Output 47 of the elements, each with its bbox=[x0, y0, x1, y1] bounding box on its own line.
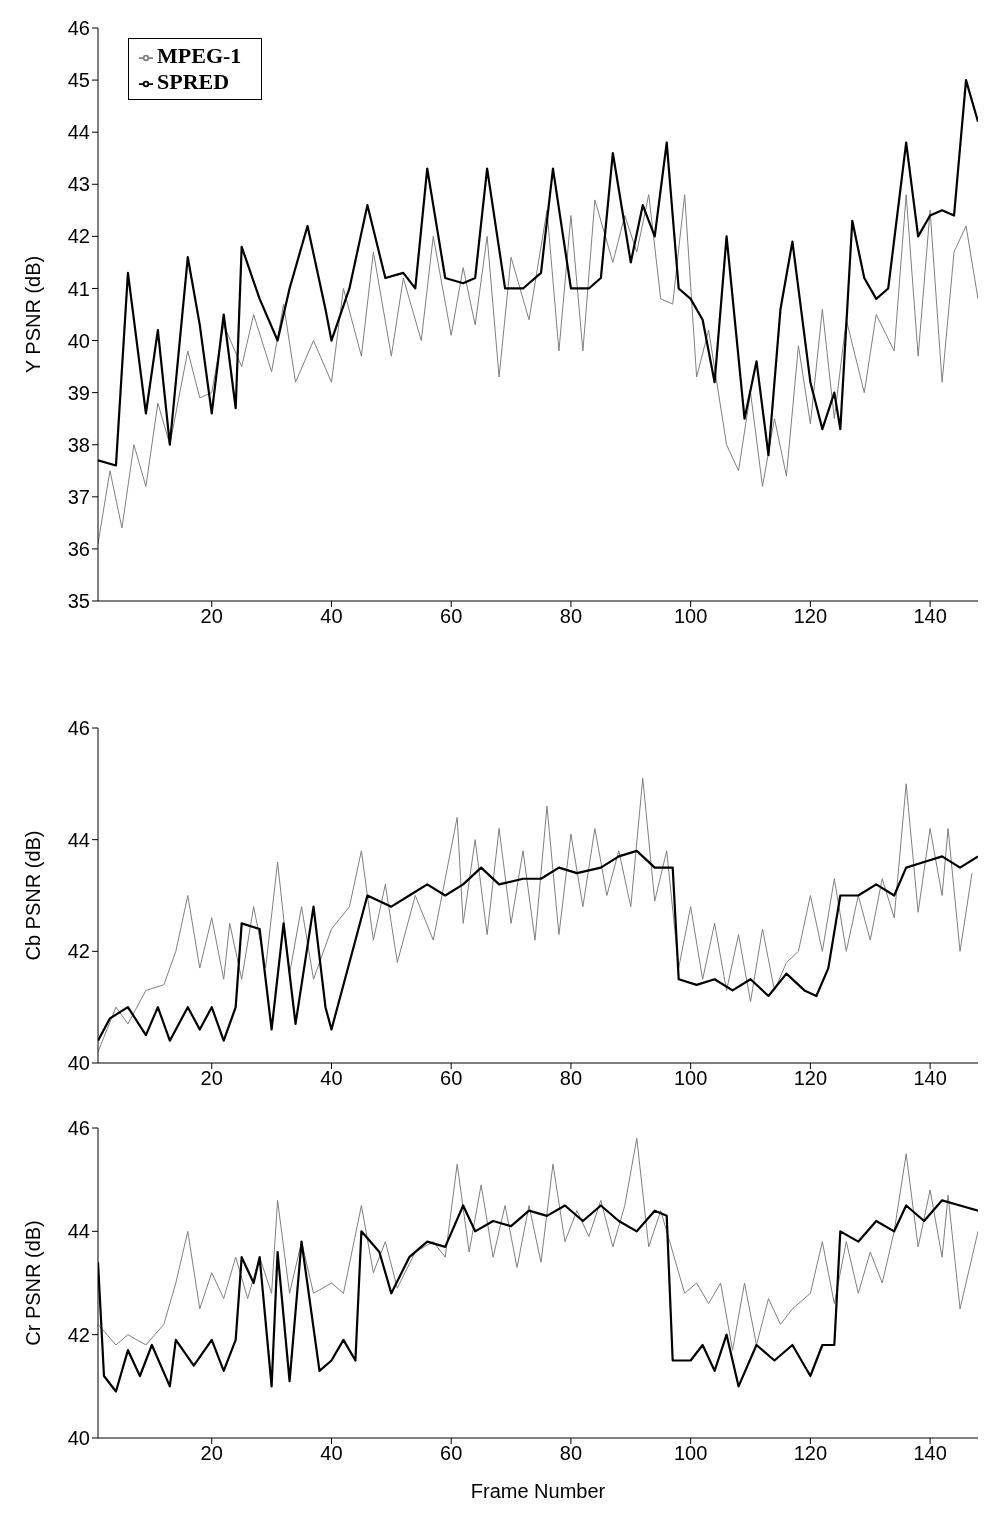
x-tick-label: 120 bbox=[793, 1067, 828, 1090]
x-tick-label: 40 bbox=[320, 1442, 343, 1465]
y-tick-label: 44 bbox=[67, 1220, 90, 1243]
y-tick-label: 40 bbox=[67, 1427, 90, 1450]
y-tick-label: 36 bbox=[67, 538, 90, 561]
x-tick-label: 40 bbox=[320, 1067, 343, 1090]
x-tick-label: 100 bbox=[673, 1442, 708, 1465]
y-tick-label: 42 bbox=[67, 225, 90, 248]
x-tick-label: 40 bbox=[320, 605, 343, 628]
x-tick-label: 80 bbox=[559, 1067, 583, 1090]
x-tick-label: 120 bbox=[793, 605, 828, 628]
x-tick-label: 60 bbox=[440, 605, 463, 628]
y-tick-label: 37 bbox=[67, 485, 90, 508]
legend-label: MPEG-1 bbox=[157, 43, 242, 68]
y-tick-label: 39 bbox=[67, 381, 90, 404]
y-tick-label: 42 bbox=[67, 1323, 90, 1346]
x-tick-label: 80 bbox=[559, 1442, 583, 1465]
x-tick-label: 20 bbox=[200, 1067, 223, 1090]
y-tick-label: 38 bbox=[67, 433, 90, 456]
y-tick-label: 46 bbox=[67, 717, 90, 740]
y-axis-title: Y PSNR (dB) bbox=[22, 255, 45, 374]
x-tick-label: 140 bbox=[913, 605, 947, 628]
y-axis-title: Cr PSNR (dB) bbox=[22, 1220, 45, 1346]
y-tick-label: 40 bbox=[67, 329, 90, 352]
y-tick-label: 35 bbox=[67, 590, 90, 613]
y-tick-label: 45 bbox=[67, 69, 90, 92]
y-tick-label: 46 bbox=[67, 17, 90, 40]
legend-label: SPRED bbox=[157, 69, 230, 94]
y-tick-label: 44 bbox=[67, 121, 90, 144]
x-tick-label: 100 bbox=[673, 1067, 708, 1090]
x-tick-label: 60 bbox=[440, 1067, 463, 1090]
y-tick-label: 42 bbox=[67, 940, 90, 963]
y-axis-title: Cb PSNR (dB) bbox=[22, 830, 45, 961]
y-tick-label: 44 bbox=[67, 828, 90, 851]
x-tick-label: 20 bbox=[200, 1442, 223, 1465]
y-tick-label: 41 bbox=[67, 277, 90, 300]
x-tick-label: 20 bbox=[200, 605, 223, 628]
x-tick-label: 140 bbox=[913, 1442, 947, 1465]
y-tick-label: 40 bbox=[67, 1052, 90, 1075]
y-tick-label: 46 bbox=[67, 1117, 90, 1140]
x-tick-label: 120 bbox=[793, 1442, 828, 1465]
x-axis-title: Frame Number bbox=[470, 1480, 606, 1502]
x-tick-label: 60 bbox=[440, 1442, 463, 1465]
x-tick-label: 80 bbox=[559, 605, 583, 628]
x-tick-label: 140 bbox=[913, 1067, 947, 1090]
y-tick-label: 43 bbox=[67, 173, 90, 196]
x-tick-label: 100 bbox=[673, 605, 708, 628]
